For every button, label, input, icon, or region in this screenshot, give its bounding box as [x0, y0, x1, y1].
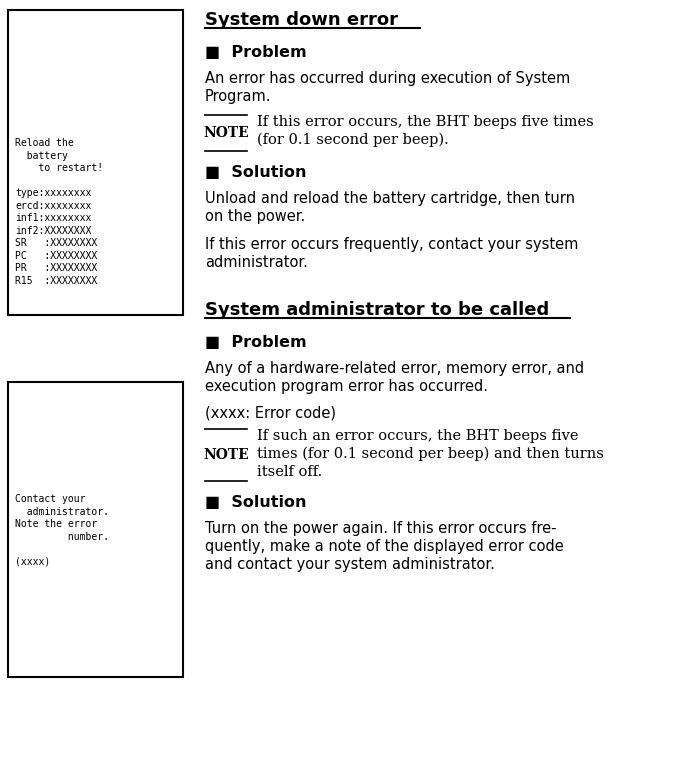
Text: Any of a hardware-related error, memory error, and: Any of a hardware-related error, memory …	[205, 361, 584, 376]
Text: battery: battery	[15, 151, 68, 160]
Text: If such an error occurs, the BHT beeps five: If such an error occurs, the BHT beeps f…	[257, 429, 578, 443]
Text: ■  Solution: ■ Solution	[205, 495, 306, 510]
Text: NOTE: NOTE	[203, 448, 249, 462]
Text: inf1:xxxxxxxx: inf1:xxxxxxxx	[15, 213, 91, 223]
Text: (xxxx): (xxxx)	[15, 557, 50, 567]
Text: If this error occurs frequently, contact your system: If this error occurs frequently, contact…	[205, 237, 578, 252]
Text: itself off.: itself off.	[257, 465, 322, 479]
Text: ■  Solution: ■ Solution	[205, 165, 306, 180]
Bar	[8, 10, 183, 315]
Text: Reload the: Reload the	[15, 138, 74, 148]
Text: type:xxxxxxxx: type:xxxxxxxx	[15, 188, 91, 198]
Text: (for 0.1 second per beep).: (for 0.1 second per beep).	[257, 133, 449, 147]
Text: execution program error has occurred.: execution program error has occurred.	[205, 379, 488, 394]
Text: administrator.: administrator.	[15, 507, 109, 517]
Text: PR   :XXXXXXXX: PR :XXXXXXXX	[15, 263, 97, 273]
Text: PC   :XXXXXXXX: PC :XXXXXXXX	[15, 250, 97, 260]
Text: SR   :XXXXXXXX: SR :XXXXXXXX	[15, 238, 97, 248]
Text: If this error occurs, the BHT beeps five times: If this error occurs, the BHT beeps five…	[257, 115, 594, 129]
Text: ercd:xxxxxxxx: ercd:xxxxxxxx	[15, 201, 91, 210]
Text: ■  Problem: ■ Problem	[205, 45, 307, 60]
Text: (xxxx: Error code): (xxxx: Error code)	[205, 405, 336, 420]
Text: administrator.: administrator.	[205, 255, 308, 270]
Text: Turn on the power again. If this error occurs fre-: Turn on the power again. If this error o…	[205, 521, 557, 536]
Text: on the power.: on the power.	[205, 209, 306, 224]
Text: NOTE: NOTE	[203, 126, 249, 140]
Text: System down error: System down error	[205, 11, 398, 29]
Text: and contact your system administrator.: and contact your system administrator.	[205, 557, 495, 572]
Text: number.: number.	[15, 532, 109, 542]
Text: times (for 0.1 second per beep) and then turns: times (for 0.1 second per beep) and then…	[257, 447, 604, 461]
Text: Program.: Program.	[205, 89, 271, 104]
Text: Contact your: Contact your	[15, 494, 86, 504]
Text: Unload and reload the battery cartridge, then turn: Unload and reload the battery cartridge,…	[205, 191, 575, 206]
Bar	[8, 382, 183, 677]
Text: inf2:XXXXXXXX: inf2:XXXXXXXX	[15, 225, 91, 235]
Text: ■  Problem: ■ Problem	[205, 335, 307, 350]
Text: to restart!: to restart!	[15, 163, 103, 173]
Text: An error has occurred during execution of System: An error has occurred during execution o…	[205, 71, 570, 86]
Text: quently, make a note of the displayed error code: quently, make a note of the displayed er…	[205, 539, 564, 554]
Text: R15  :XXXXXXXX: R15 :XXXXXXXX	[15, 275, 97, 285]
Text: Note the error: Note the error	[15, 519, 97, 529]
Text: System administrator to be called: System administrator to be called	[205, 301, 549, 319]
